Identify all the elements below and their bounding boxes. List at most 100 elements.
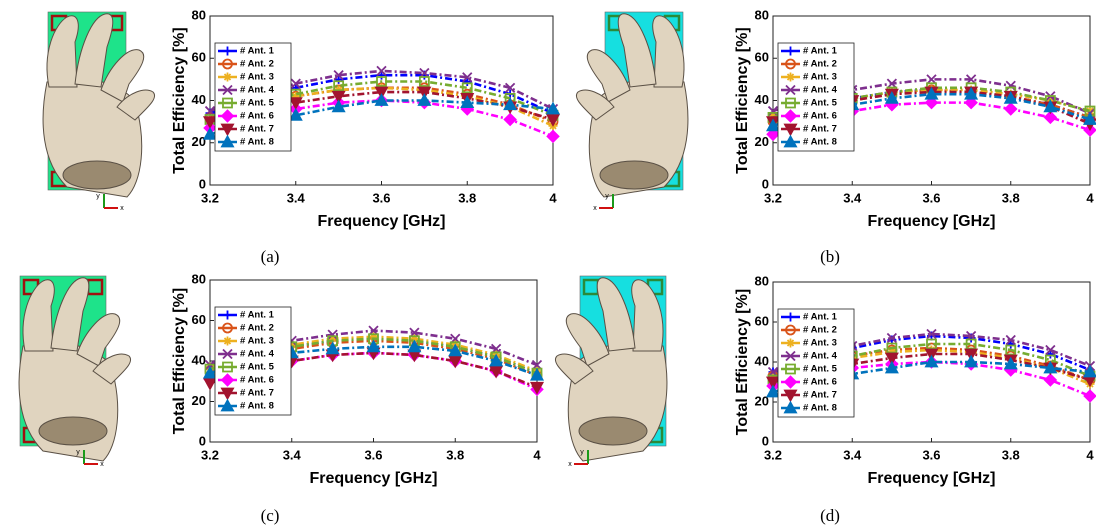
marker [223, 46, 232, 56]
marker [785, 363, 796, 375]
marker [290, 78, 301, 89]
marker [785, 350, 796, 362]
finger [100, 49, 145, 103]
marker [785, 58, 796, 70]
finger [586, 49, 631, 103]
marker [783, 109, 798, 123]
marker [1003, 91, 1018, 104]
marker [765, 118, 781, 132]
marker [418, 76, 430, 87]
marker [202, 116, 218, 129]
marker [785, 84, 796, 96]
marker [529, 381, 545, 395]
finger [50, 277, 90, 352]
marker [786, 72, 795, 82]
marker [220, 134, 235, 148]
x-tick-label: 3.6 [922, 447, 940, 462]
marker [287, 340, 297, 350]
marker [786, 46, 795, 56]
wrist [578, 416, 648, 446]
marker [767, 105, 779, 117]
marker [366, 339, 381, 353]
marker [222, 322, 233, 334]
marker [220, 109, 235, 123]
marker [924, 95, 939, 110]
marker [1085, 106, 1095, 116]
marker [765, 384, 781, 398]
marker [374, 93, 389, 106]
y-tick-label: 0 [762, 176, 769, 191]
marker [327, 335, 339, 347]
caption: (b) [820, 247, 840, 266]
caption: (d) [820, 506, 840, 525]
y-axis-label: Total Efficiency [%] [734, 289, 751, 435]
marker [1082, 112, 1096, 125]
marker [291, 91, 301, 101]
y-tick-label: 60 [755, 50, 769, 65]
marker [1043, 110, 1058, 125]
marker [964, 348, 979, 362]
marker [204, 114, 216, 125]
x-tick-label: 3.2 [764, 190, 782, 205]
marker [417, 93, 432, 106]
legend-label: # Ant. 5 [803, 98, 838, 109]
x-tick-label: 4 [1086, 190, 1094, 205]
finger [46, 15, 79, 88]
marker [461, 82, 473, 94]
legend-label: # Ant. 1 [240, 46, 275, 57]
y-tick-label: 40 [192, 92, 206, 107]
finger [22, 279, 55, 352]
marker [222, 97, 233, 109]
marker [490, 351, 502, 363]
legend-label: # Ant. 7 [803, 124, 837, 135]
marker [376, 76, 387, 87]
x-tick-label: 3.8 [1002, 447, 1020, 462]
marker [407, 339, 422, 353]
axis-glyph-label: x [568, 461, 572, 468]
marker [783, 134, 798, 148]
y-tick-label: 80 [192, 7, 206, 22]
marker [333, 80, 345, 92]
marker [202, 126, 218, 140]
legend-label: # Ant. 1 [803, 46, 838, 57]
axis-glyph-label: y [76, 449, 80, 456]
marker [783, 375, 798, 389]
y-tick-label: 0 [199, 176, 206, 191]
chart-panel: y x 0 20 40 60 80 3.2 3.4 3.6 3.8 4 Frequency [GHz] T… [42, 7, 561, 266]
x-tick-label: 3.4 [287, 190, 306, 205]
marker [783, 123, 798, 137]
finger [576, 89, 615, 121]
y-tick-label: 40 [192, 352, 206, 367]
marker [884, 360, 899, 374]
marker [884, 352, 899, 366]
marker [785, 97, 796, 109]
x-tick-label: 3.8 [1002, 190, 1020, 205]
legend-label: # Ant. 7 [803, 390, 837, 401]
legend-label: # Ant. 3 [240, 72, 274, 83]
legend-label: # Ant. 1 [240, 310, 275, 321]
marker [204, 105, 216, 117]
x-tick-label: 3.8 [458, 190, 476, 205]
x-axis-label: Frequency [GHz] [867, 470, 995, 487]
marker [374, 86, 389, 100]
marker [331, 99, 346, 113]
legend-label: # Ant. 5 [240, 362, 275, 373]
hand-illustration [555, 275, 668, 465]
chart-panel: y x 0 20 40 60 80 3.2 3.4 3.6 3.8 4 Frequency [GHz] T… [555, 273, 1096, 525]
marker [223, 336, 232, 346]
marker [924, 86, 939, 100]
legend-label: # Ant. 7 [240, 124, 274, 135]
marker [448, 355, 463, 369]
marker [1083, 389, 1096, 403]
x-axis-label: Frequency [GHz] [309, 470, 437, 487]
marker [1082, 364, 1096, 378]
marker [369, 332, 378, 342]
marker [288, 97, 303, 110]
caption: (c) [261, 506, 280, 525]
x-tick-label: 3.4 [843, 447, 862, 462]
x-tick-label: 3.2 [764, 447, 782, 462]
marker [223, 310, 232, 320]
marker [886, 342, 898, 354]
legend-label: # Ant. 6 [803, 111, 837, 122]
